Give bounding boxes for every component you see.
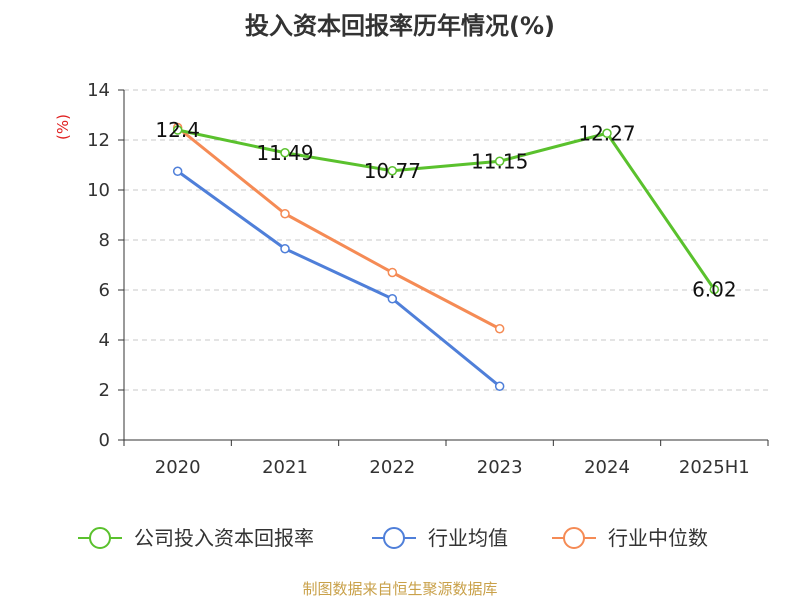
x-tick-label: 2025H1 — [679, 457, 750, 478]
data-point — [172, 166, 183, 176]
y-tick-label: 14 — [87, 80, 110, 101]
legend-marker — [383, 527, 405, 549]
legend-label: 行业中位数 — [608, 526, 708, 550]
y-tick-label: 6 — [99, 280, 110, 301]
legend-item: 公司投入资本回报率 — [78, 526, 314, 550]
legend-marker — [89, 527, 111, 549]
x-tick-label: 2020 — [155, 457, 201, 478]
series-line — [176, 128, 716, 291]
data-point — [709, 284, 720, 295]
y-axis-label: (%) — [54, 114, 72, 140]
series-line — [176, 126, 502, 331]
x-tick-label: 2024 — [584, 457, 630, 478]
data-label: 6.02 — [692, 278, 737, 302]
data-labels: 12.4 11.49 10.77 11.15 12.27 6.02 — [155, 118, 736, 302]
y-tick-label: 10 — [87, 180, 110, 201]
legend-item: 行业中位数 — [552, 526, 708, 550]
legend-label: 公司投入资本回报率 — [134, 526, 314, 550]
data-point — [280, 148, 290, 158]
data-point — [280, 209, 290, 219]
data-point — [172, 125, 183, 135]
x-tick-label: 2023 — [477, 457, 523, 478]
legend-label: 行业均值 — [428, 526, 508, 550]
x-tick-label: 2021 — [262, 457, 308, 478]
series-lines — [172, 122, 720, 391]
chart-title: 投入资本回报率历年情况(%) — [245, 12, 555, 40]
legend-item: 行业均值 — [372, 526, 508, 550]
y-tick-label: 2 — [99, 380, 110, 401]
y-tick-label: 0 — [99, 430, 110, 451]
y-tick-label: 12 — [87, 130, 110, 151]
grid-lines — [124, 89, 768, 391]
x-tick-label: 2022 — [369, 457, 415, 478]
data-point — [387, 294, 398, 304]
data-point — [387, 166, 398, 176]
data-label: 10.77 — [364, 159, 421, 183]
data-point — [494, 324, 505, 334]
data-point — [602, 128, 612, 138]
data-label: 12.27 — [578, 121, 635, 145]
data-point — [494, 381, 505, 391]
source-note: 制图数据来自恒生聚源数据库 — [302, 580, 498, 598]
y-tick-label: 8 — [99, 230, 110, 251]
axes: 0 2 4 6 8 10 12 14 2020 2021 2022 2023 2024 2025H1 — [87, 80, 769, 478]
series-line — [176, 169, 502, 388]
data-label: 12.4 — [155, 118, 200, 142]
data-point — [280, 244, 290, 254]
data-label: 11.49 — [256, 141, 313, 165]
legend: 公司投入资本回报率 行业均值 行业中位数 — [78, 526, 708, 550]
data-label: 11.15 — [471, 149, 528, 173]
data-point — [494, 156, 505, 166]
y-tick-label: 4 — [99, 330, 110, 351]
data-point — [387, 267, 398, 278]
legend-marker — [563, 527, 585, 549]
